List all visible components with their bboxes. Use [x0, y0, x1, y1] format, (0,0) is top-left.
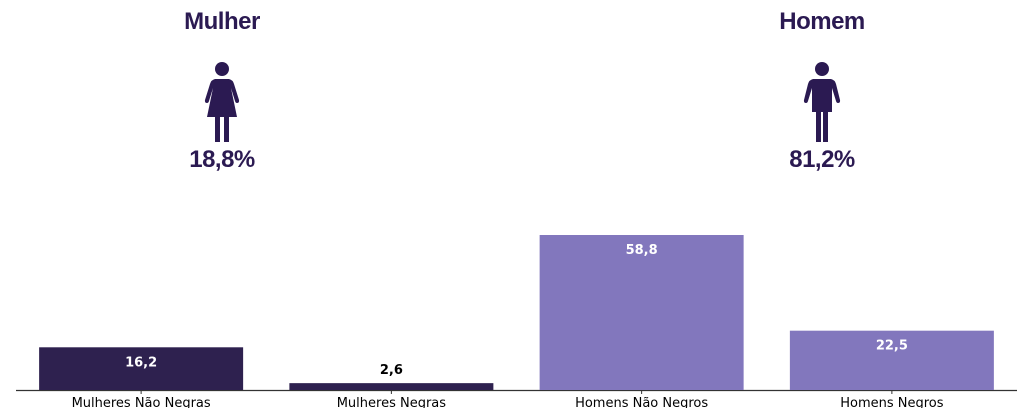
bar-3: [789, 330, 994, 390]
group-title-female: Mulher: [184, 8, 260, 35]
category-label-2: Homens Não Negros: [575, 396, 708, 408]
group-percent-female: 18,8%: [189, 146, 255, 173]
bar-value-label-0: 16,2: [125, 355, 157, 370]
category-label-3: Homens Negros: [840, 396, 944, 408]
category-label-0: Mulheres Não Negras: [72, 396, 211, 408]
bar-value-label-2: 58,8: [626, 243, 658, 258]
group-percent-male: 81,2%: [789, 146, 855, 173]
bar-value-label-1: 2,6: [380, 363, 403, 378]
category-label-1: Mulheres Negras: [337, 396, 447, 408]
group-female: Mulher 18,8%: [122, 0, 322, 174]
bar-2: [539, 235, 744, 390]
male-icon: [803, 62, 841, 142]
group-male: Homem 81,2%: [722, 0, 922, 174]
group-title-male: Homem: [779, 8, 865, 35]
bar-1: [289, 383, 494, 390]
bar-0: [39, 347, 244, 390]
bar-value-label-3: 22,5: [876, 339, 908, 354]
female-icon: [204, 62, 240, 142]
